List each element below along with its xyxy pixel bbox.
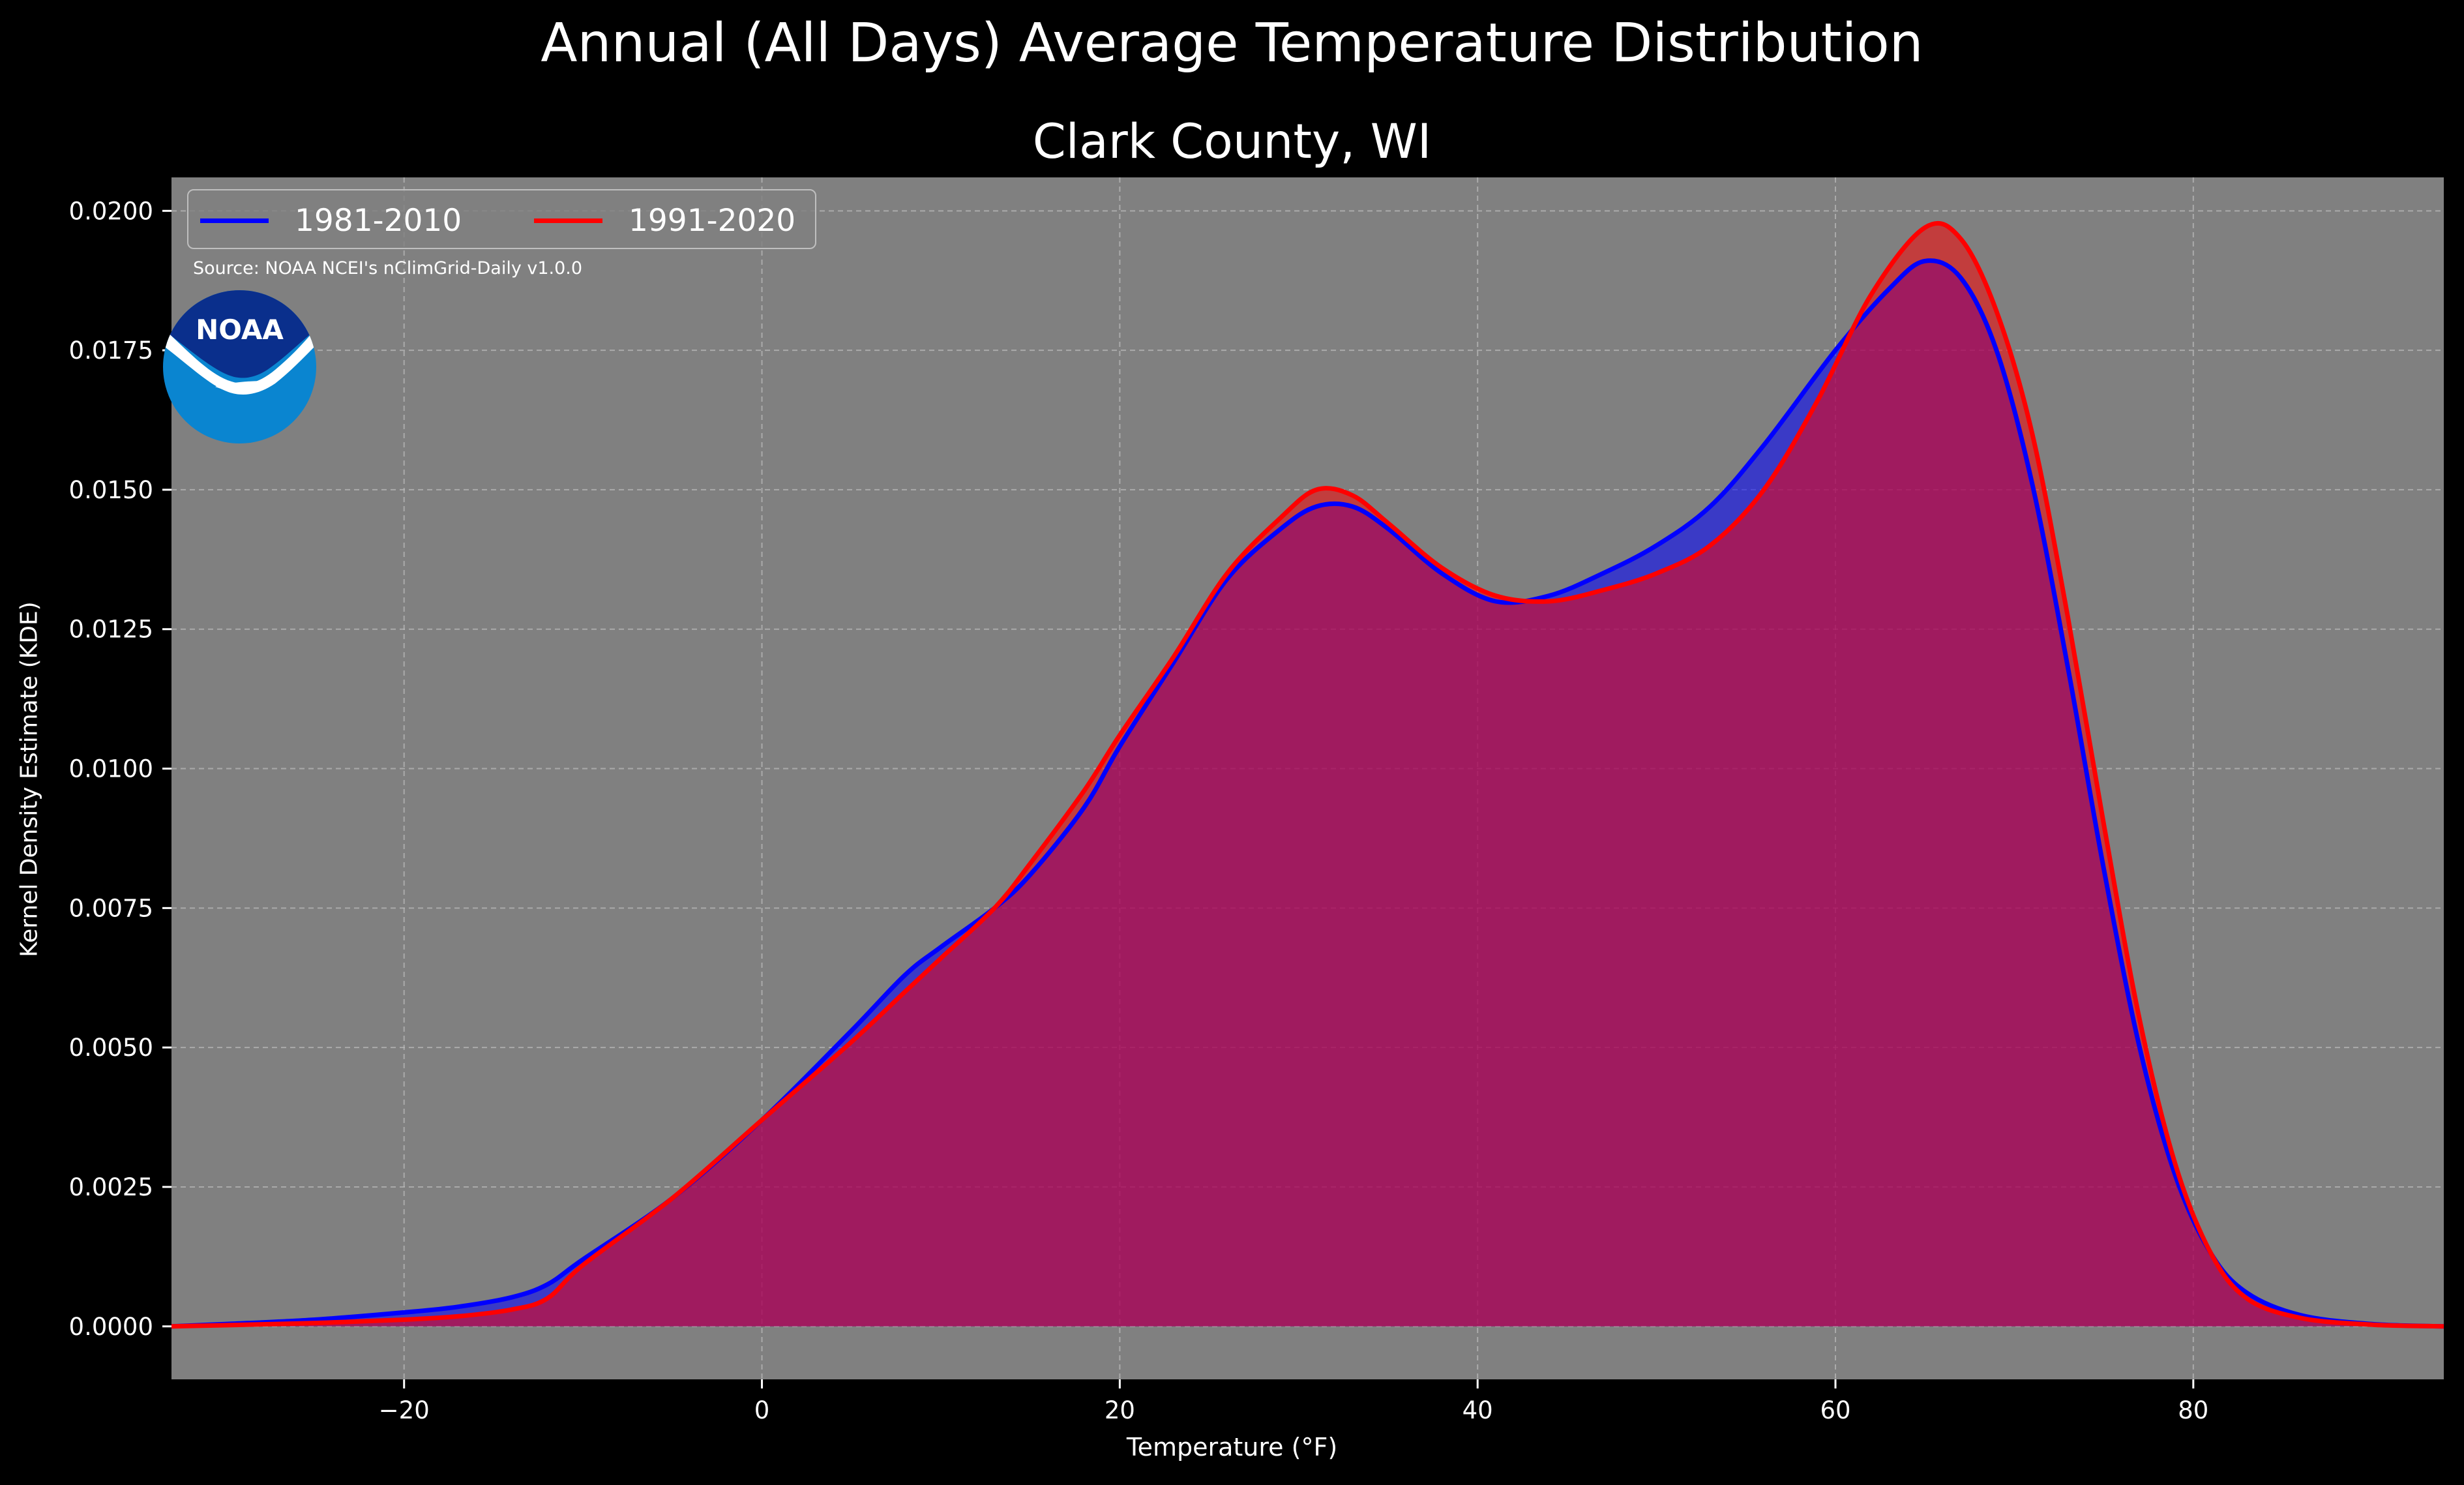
chart-suptitle: Annual (All Days) Average Temperature Di… bbox=[541, 12, 1923, 74]
y-tick-label: 0.0000 bbox=[69, 1313, 153, 1341]
chart-legend: 1981-2010 1991-2020 bbox=[187, 189, 816, 249]
series-fills bbox=[171, 223, 2444, 1327]
legend-label: 1991-2020 bbox=[629, 202, 796, 239]
series-line-1991-2020 bbox=[171, 220, 2444, 1329]
y-axis-ticks: 0.0000 0.0025 0.0050 0.0075 0.0100 0.0125 0.01… bbox=[69, 197, 171, 1341]
y-tick-label: 0.0100 bbox=[69, 755, 153, 783]
y-tick-label: 0.0025 bbox=[69, 1173, 153, 1201]
y-axis-label: Kernel Density Estimate (KDE) bbox=[16, 601, 43, 957]
y-tick-label: 0.0050 bbox=[69, 1034, 153, 1062]
x-tick-label: 40 bbox=[1462, 1396, 1493, 1424]
legend-line-red bbox=[534, 218, 602, 223]
y-tick-label: 0.0200 bbox=[69, 197, 153, 225]
source-note: Source: NOAA NCEI's nClimGrid-Daily v1.0… bbox=[193, 258, 583, 278]
series-fill-1991-2020 bbox=[171, 223, 2444, 1327]
y-tick-label: 0.0175 bbox=[69, 337, 153, 365]
chart-title: Clark County, WI bbox=[1032, 114, 1432, 170]
y-tick-label: 0.0125 bbox=[69, 616, 153, 644]
x-axis-ticks: −20 0 20 40 60 80 bbox=[379, 1379, 2208, 1424]
y-tick-label: 0.0075 bbox=[69, 894, 153, 922]
x-tick-label: 0 bbox=[754, 1396, 770, 1424]
series-lines bbox=[171, 220, 2444, 1329]
logo-text: NOAA bbox=[196, 314, 284, 346]
x-tick-label: 80 bbox=[2178, 1396, 2208, 1424]
x-tick-label: 20 bbox=[1105, 1396, 1135, 1424]
x-tick-label: 60 bbox=[1820, 1396, 1850, 1424]
x-tick-label: −20 bbox=[379, 1396, 430, 1424]
legend-label: 1981-2010 bbox=[295, 202, 462, 239]
noaa-logo: NOAA bbox=[163, 290, 316, 443]
x-axis-label: Temperature (°F) bbox=[1126, 1433, 1338, 1462]
legend-item-1981-2010: 1981-2010 bbox=[200, 202, 462, 239]
legend-line-blue bbox=[200, 218, 269, 223]
y-tick-label: 0.0150 bbox=[69, 476, 153, 504]
legend-item-1991-2020: 1991-2020 bbox=[534, 202, 795, 239]
